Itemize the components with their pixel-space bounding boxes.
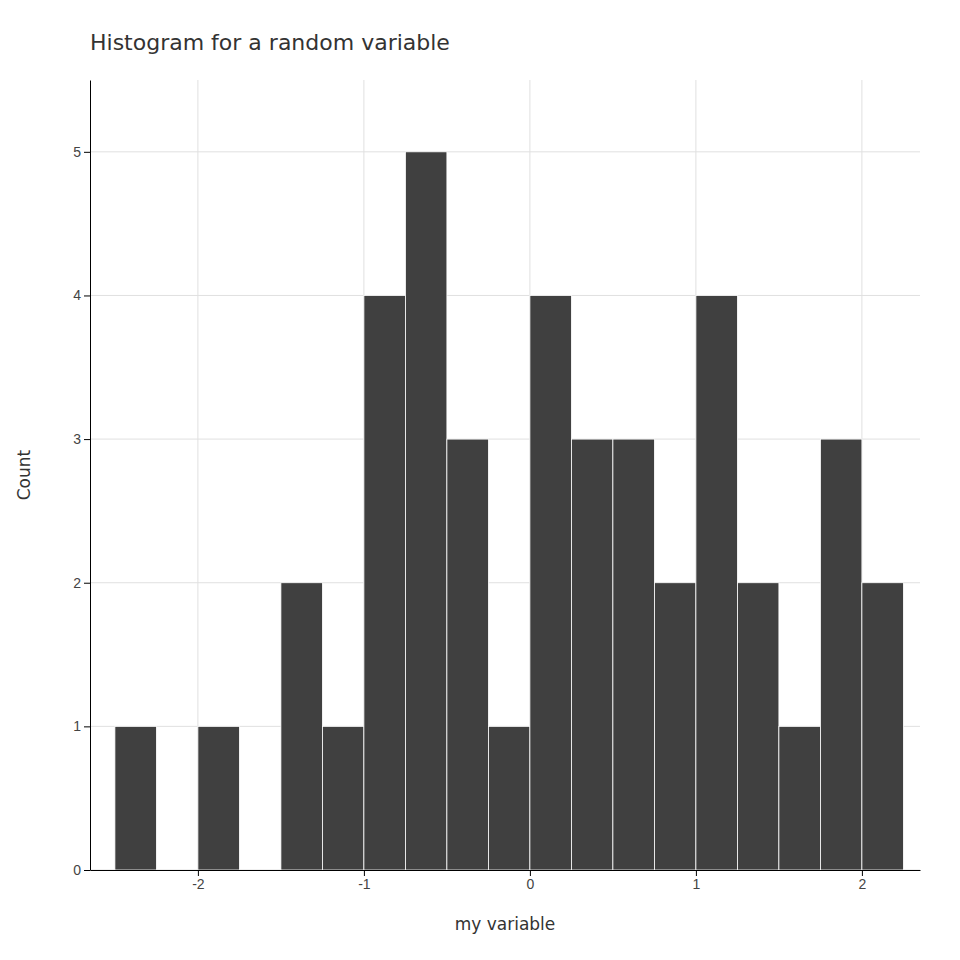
grid-line bbox=[90, 439, 920, 440]
bar bbox=[737, 583, 779, 870]
tick-mark bbox=[84, 439, 90, 440]
tick: -1 bbox=[358, 870, 371, 892]
plot: -2 -1 0 1 2 0 1 2 3 4 5 bbox=[73, 80, 920, 892]
chart: -2 -1 0 1 2 0 1 2 3 4 5 Histogram for a random vari… bbox=[0, 0, 960, 960]
tick-label: 2 bbox=[73, 575, 81, 591]
tick-label: -2 bbox=[192, 876, 205, 892]
tick-mark bbox=[84, 870, 90, 871]
bar bbox=[654, 583, 696, 870]
bar bbox=[198, 726, 240, 870]
tick: 3 bbox=[73, 431, 90, 447]
bar bbox=[239, 870, 281, 871]
grid-line bbox=[90, 582, 920, 583]
bar bbox=[530, 295, 572, 870]
grid-line bbox=[90, 295, 920, 296]
axis-line bbox=[91, 870, 921, 871]
bar bbox=[488, 726, 530, 870]
title: Histogram for a random variable bbox=[90, 30, 450, 55]
tick: 5 bbox=[73, 144, 90, 160]
grid-line bbox=[90, 151, 920, 152]
tick-mark bbox=[84, 726, 90, 727]
bar bbox=[696, 295, 738, 870]
tick: 1 bbox=[693, 870, 701, 892]
y-axis: 0 1 2 3 4 5 bbox=[73, 81, 90, 878]
tick-label: -1 bbox=[358, 876, 371, 892]
tick-mark bbox=[84, 152, 90, 153]
tick-mark bbox=[84, 583, 90, 584]
bar bbox=[156, 870, 198, 871]
bar bbox=[364, 295, 406, 870]
bar bbox=[115, 726, 156, 870]
tick-label: 4 bbox=[73, 287, 81, 303]
bar bbox=[447, 439, 489, 870]
tick-mark bbox=[84, 295, 90, 296]
tick: 0 bbox=[73, 862, 90, 878]
bar bbox=[571, 439, 613, 870]
tick-label: 1 bbox=[693, 876, 701, 892]
bar bbox=[322, 726, 364, 870]
tick-label: 0 bbox=[527, 876, 535, 892]
axis-line bbox=[90, 81, 91, 871]
x-axis-title: my variable bbox=[455, 914, 556, 934]
bar bbox=[281, 583, 323, 870]
grid bbox=[90, 80, 920, 870]
x-axis: -2 -1 0 1 2 bbox=[91, 870, 921, 892]
tick-label: 0 bbox=[73, 862, 81, 878]
tick: -2 bbox=[192, 870, 205, 892]
bar bbox=[613, 439, 655, 870]
bar bbox=[779, 726, 821, 870]
tick: 4 bbox=[73, 287, 90, 303]
bar bbox=[862, 583, 904, 870]
tick-label: 2 bbox=[859, 876, 867, 892]
y-axis-title: Count bbox=[14, 449, 34, 500]
tick-label: 5 bbox=[73, 144, 81, 160]
tick-label: 3 bbox=[73, 431, 81, 447]
bar bbox=[820, 439, 862, 870]
tick: 2 bbox=[73, 575, 90, 591]
tick: 0 bbox=[527, 870, 535, 892]
bar bbox=[405, 152, 447, 870]
tick: 2 bbox=[859, 870, 867, 892]
tick-label: 1 bbox=[73, 718, 81, 734]
bars bbox=[115, 152, 904, 870]
tick: 1 bbox=[73, 718, 90, 734]
